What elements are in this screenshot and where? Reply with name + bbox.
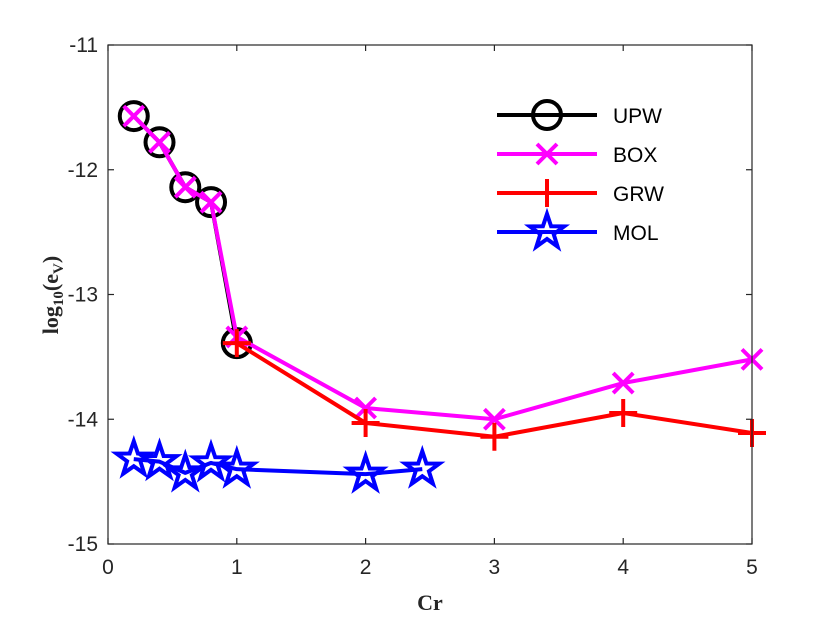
legend-label: GRW: [613, 183, 664, 206]
legend-entry-grw: GRW: [497, 179, 664, 207]
data-point-box: [611, 371, 635, 395]
data-point-mol: [162, 448, 209, 493]
data-point-upw: [195, 186, 228, 219]
data-point-mol: [213, 444, 260, 489]
legend-marker-icon: [523, 207, 571, 252]
legend-label: BOX: [613, 144, 657, 167]
x-tick-label: 4: [617, 556, 629, 579]
legend-marker-icon: [535, 142, 559, 166]
legend-marker-icon: [531, 99, 563, 131]
series-layer: [110, 100, 766, 494]
data-point-grw: [480, 422, 509, 451]
data-point-upw: [117, 100, 150, 133]
data-point-box: [199, 190, 223, 214]
data-point-box: [148, 130, 171, 154]
x-tick-label: 3: [489, 556, 501, 579]
legend-marker-icon: [533, 179, 561, 207]
x-axis-label: Cr: [417, 590, 443, 615]
y-tick-label: -12: [68, 159, 98, 182]
ticks-layer: 0 1 2 3 4 5 -15 -14 -13 -12 -11: [68, 34, 758, 579]
series-line-mol: [133, 457, 423, 477]
x-tick-label: 2: [360, 556, 372, 579]
legend: UPW BOX GRW MOL: [497, 99, 664, 252]
x-tick-label: 5: [746, 556, 758, 579]
data-point-mol: [399, 444, 446, 489]
series-grw: [222, 329, 766, 451]
data-point-upw: [169, 171, 202, 204]
legend-label: UPW: [613, 105, 662, 128]
x-tick-label: 1: [231, 556, 243, 579]
y-tick-label: -13: [68, 284, 98, 307]
data-point-box: [122, 104, 146, 128]
series-mol: [110, 434, 446, 494]
data-point-upw: [143, 126, 176, 159]
y-tick-label: -11: [69, 34, 98, 57]
legend-entry-mol: MOL: [497, 207, 659, 252]
data-point-grw: [609, 399, 638, 428]
data-point-mol: [110, 434, 157, 479]
data-point-box: [354, 396, 378, 420]
data-point-box: [482, 407, 506, 431]
data-point-mol: [136, 437, 183, 482]
x-tick-label: 0: [102, 556, 114, 579]
data-point-mol: [187, 438, 235, 483]
legend-entry-box: BOX: [497, 142, 657, 167]
legend-entry-upw: UPW: [497, 99, 662, 131]
data-point-box: [173, 175, 197, 199]
data-point-grw: [222, 329, 251, 358]
data-point-mol: [342, 449, 389, 494]
y-tick-label: -14: [68, 408, 99, 431]
y-axis-label: log10(eV): [38, 256, 67, 334]
data-point-grw: [351, 408, 380, 437]
legend-label: MOL: [613, 222, 659, 245]
y-tick-label: -15: [68, 533, 98, 556]
